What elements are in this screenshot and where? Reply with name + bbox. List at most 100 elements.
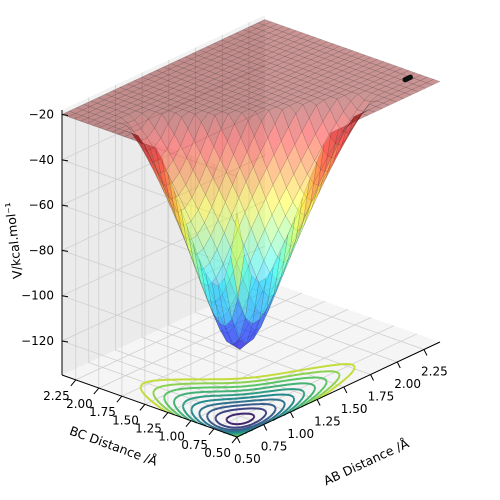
surface-patch [334,131,350,146]
surface-patch [67,113,83,120]
surface-patch [224,55,239,62]
surface-patch [293,74,309,81]
surface-patch [233,40,249,47]
surface-patch [277,241,292,264]
surface-patch [245,86,260,93]
y-tick-mark [70,379,77,387]
surface-patch [199,82,215,89]
surface-patch [147,75,163,82]
surface-patch [309,61,325,68]
surface-patch [318,82,334,89]
surface-patch [359,79,375,86]
surface-patch [230,57,246,64]
surface-patch [223,96,239,103]
surface-patch [294,130,309,162]
surface-patch [142,103,158,110]
surface-patch [206,298,221,331]
surface-patch [107,115,122,122]
surface-patch [81,111,96,119]
surface-patch [288,66,304,73]
surface-patch [181,111,196,129]
surface-patch [157,178,172,200]
surface-patch [326,79,341,86]
surface-patch [274,31,290,38]
surface-patch [321,134,336,157]
surface-patch [174,109,190,118]
surface-patch [190,96,205,103]
surface-patch [204,54,220,61]
surface-patch [276,61,291,68]
surface-patch [188,108,203,115]
surface-patch [412,80,428,87]
x-tick-mark [236,436,241,444]
surface-patch [207,299,222,319]
surface-patch [283,241,298,264]
surface-patch [286,173,301,203]
surface-patch [404,89,419,96]
surface-patch [394,67,410,75]
surface-patch [190,55,206,62]
surface-patch [68,107,84,114]
surface-patch [346,116,361,128]
surface-patch [102,101,118,108]
surface-patch [226,153,241,186]
surface-patch [159,80,175,87]
surface-patch [140,79,155,86]
surface-patch [322,60,338,67]
surface-patch [349,109,364,123]
surface-patch [166,82,181,89]
surface-patch [197,57,212,64]
surface-patch [238,317,253,345]
surface-patch [355,65,370,73]
surface-patch [218,47,234,54]
surface-patch [264,214,279,246]
surface-patch [314,147,329,171]
surface-patch [240,73,256,80]
surface-patch [188,250,203,271]
surface-patch [167,76,182,83]
surface-patch [229,63,245,70]
surface-patch [211,282,226,327]
surface-patch [144,92,160,99]
surface-patch [219,330,235,346]
surface-patch [108,109,123,116]
surface-patch [239,151,254,183]
surface-patch [307,72,323,79]
surface-patch [369,59,385,66]
surface-patch [319,163,334,187]
surface-patch [271,89,286,96]
surface-patch [308,67,324,74]
surface-patch [227,122,242,155]
surface-patch [178,184,193,209]
surface-patch [183,58,199,65]
surface-patch [212,81,228,88]
y-tick-label: 1.50 [112,413,139,427]
surface-patch [328,122,343,144]
surface-patch [303,161,317,222]
x-tick-mark [289,411,294,419]
surface-patch [204,206,219,237]
surface-patch [180,208,195,266]
surface-patch [245,45,261,52]
surface-patch [83,100,98,107]
surface-patch [265,184,280,216]
surface-patch [238,84,254,91]
surface-patch [148,106,164,113]
surface-patch [270,53,286,61]
surface-patch [249,64,264,71]
surface-patch [128,104,144,112]
surface-patch [186,140,201,171]
surface-patch [184,89,200,96]
surface-patch [217,53,233,60]
surface-patch [221,309,236,334]
surface-patch [318,47,334,54]
surface-patch [396,92,412,99]
surface-patch [313,39,329,46]
surface-patch [256,24,271,31]
x-tick-label: 2.25 [421,365,448,379]
surface-patch [228,110,243,124]
surface-patch [323,54,339,61]
surface-patch [275,257,291,281]
surface-patch [217,201,232,234]
surface-patch [371,83,387,90]
